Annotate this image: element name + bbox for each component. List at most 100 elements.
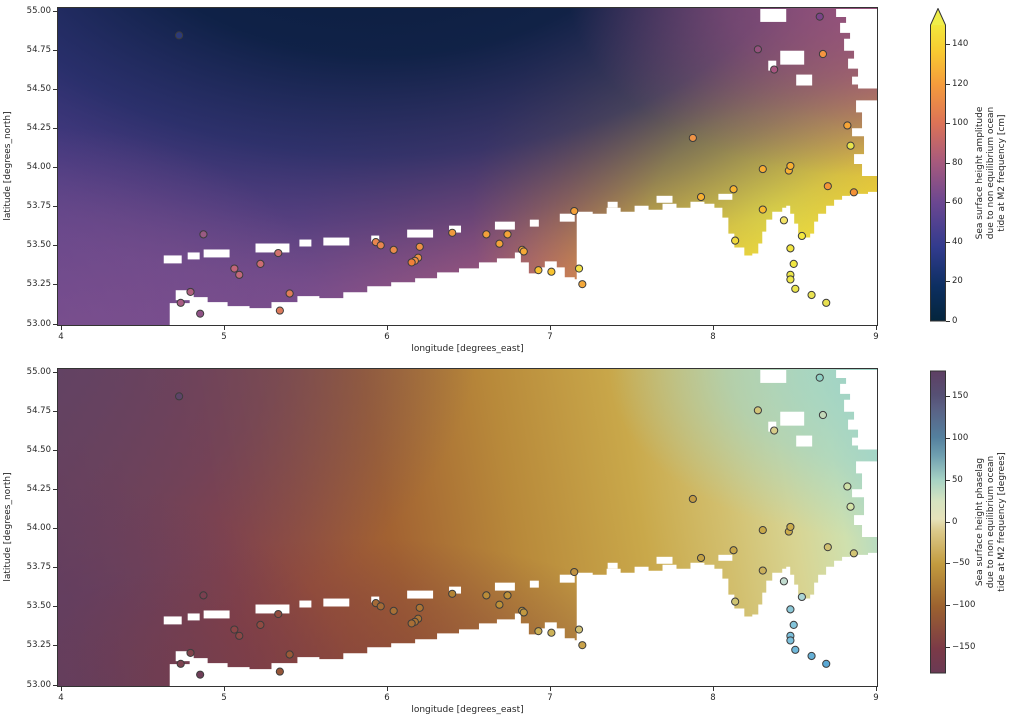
colorbar-tick-label: 150 <box>952 390 969 401</box>
y-tick-label: 53.75 <box>26 562 51 573</box>
station-marker <box>176 298 185 307</box>
x-tick-mark <box>713 326 714 330</box>
island <box>718 554 733 561</box>
station-marker <box>235 631 244 640</box>
x-tick-label: 7 <box>547 332 553 342</box>
x-tick-mark <box>876 326 877 330</box>
island <box>175 290 194 301</box>
station-marker <box>196 670 205 679</box>
y-tick-label: 53.75 <box>26 201 51 212</box>
colorbar-tick-label: 140 <box>952 39 969 50</box>
colorbar-tick-mark <box>946 162 950 164</box>
colorbar-axis-label: Sea surface height amplitude due to non e… <box>975 106 1007 240</box>
y-tick-label: 55.00 <box>26 5 51 16</box>
colorbar-tick-mark <box>946 479 950 481</box>
y-tick-mark <box>53 167 57 168</box>
y-tick-mark <box>53 49 57 51</box>
station-marker <box>570 206 579 216</box>
station-marker <box>779 216 789 225</box>
station-marker <box>849 188 858 197</box>
island <box>796 74 813 86</box>
station-marker <box>274 609 283 619</box>
y-tick-label: 53.00 <box>26 679 51 690</box>
colorbar-amplitude <box>930 8 946 322</box>
station-marker <box>547 267 556 276</box>
x-axis-label: longitude [degrees_east] <box>411 705 524 715</box>
land-mask <box>163 8 877 325</box>
x-tick-label: 6 <box>384 332 390 342</box>
station-marker <box>199 591 208 600</box>
y-tick-label: 54.50 <box>26 444 51 455</box>
station-marker <box>843 482 852 491</box>
colorbar-outline <box>930 8 946 322</box>
y-tick-label: 53.25 <box>26 640 51 651</box>
island <box>323 237 350 246</box>
colorbar-phaselag <box>930 370 946 674</box>
station-marker <box>230 625 239 634</box>
y-tick-mark <box>53 323 57 325</box>
station-marker <box>376 241 385 250</box>
station-marker <box>574 264 584 273</box>
y-tick-label: 54.25 <box>26 122 51 133</box>
map-phaselag-axes <box>57 368 878 687</box>
station-marker <box>176 659 185 668</box>
station-marker <box>688 494 697 504</box>
y-axis-label: latitude [degrees_north] <box>3 471 13 582</box>
station-marker <box>376 602 385 611</box>
colorbar-tick-mark <box>946 83 950 85</box>
colorbar-gradient <box>930 371 946 673</box>
island <box>529 580 539 588</box>
colorbar-tick-mark <box>946 320 950 322</box>
colorbar-outline <box>930 370 946 674</box>
y-tick-label: 55.00 <box>26 366 51 377</box>
y-tick-mark <box>53 127 57 129</box>
x-tick-label: 7 <box>547 693 553 703</box>
station-marker <box>797 592 806 602</box>
station-marker <box>807 290 816 300</box>
island <box>407 590 434 599</box>
colorbar-tick-label: −100 <box>952 600 976 611</box>
station-marker <box>846 141 855 150</box>
island <box>607 562 618 569</box>
island <box>796 435 813 447</box>
y-tick-mark <box>53 449 57 451</box>
x-tick-label: 6 <box>384 693 390 703</box>
y-tick-label: 53.50 <box>26 240 51 251</box>
x-tick-label: 9 <box>873 332 879 342</box>
x-tick-label: 5 <box>221 332 227 342</box>
island <box>760 8 787 22</box>
island <box>559 213 575 222</box>
colorbar-tick-label: 120 <box>952 78 969 89</box>
colorbar-tick-label: 50 <box>952 474 963 485</box>
colorbar-axis-label: Sea surface height phaselag due to non eq… <box>975 452 1007 592</box>
station-marker <box>389 245 398 254</box>
station-marker <box>570 567 579 577</box>
y-tick-mark <box>53 10 57 12</box>
colorbar-tick-mark <box>946 437 950 439</box>
y-tick-mark <box>53 567 57 569</box>
colorbar-tick-label: 40 <box>952 236 963 247</box>
station-marker <box>818 49 828 59</box>
station-marker <box>729 546 738 555</box>
station-marker <box>786 636 795 645</box>
station-marker <box>199 230 208 239</box>
island <box>203 249 230 258</box>
station-marker <box>731 597 740 606</box>
station-marker <box>696 192 706 202</box>
station-marker <box>791 645 800 654</box>
station-marker <box>846 502 855 511</box>
y-tick-label: 54.00 <box>26 523 51 533</box>
map-amplitude-axes <box>57 7 878 326</box>
island <box>768 421 777 432</box>
land-northeast-upper <box>836 8 877 89</box>
island <box>529 219 539 227</box>
island <box>299 600 312 608</box>
station-marker <box>770 65 779 74</box>
y-tick-label: 54.00 <box>26 162 51 172</box>
x-tick-label: 8 <box>710 693 716 703</box>
station-marker <box>285 650 294 659</box>
station-marker <box>230 264 239 273</box>
x-tick-mark <box>713 687 714 691</box>
station-marker <box>688 133 697 143</box>
station-marker <box>389 606 398 615</box>
